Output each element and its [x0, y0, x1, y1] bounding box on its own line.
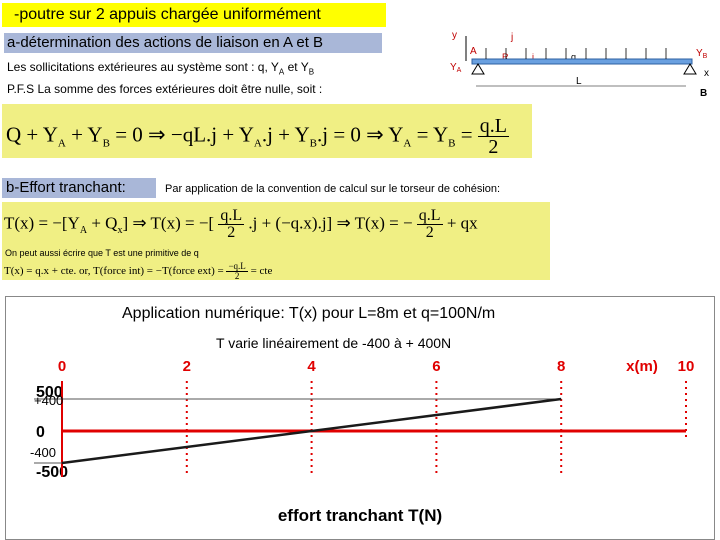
x-tick-label: 8 — [557, 358, 565, 375]
x-tick-label: 6 — [432, 358, 440, 375]
section-a-heading: a-détermination des actions de liaison e… — [4, 33, 382, 53]
x-axis-label: x(m) — [626, 358, 658, 375]
sub-b: B — [308, 67, 315, 77]
support-a — [471, 63, 485, 75]
length-label: L — [576, 76, 582, 87]
page-title: -poutre sur 2 appuis chargée uniformémen… — [2, 3, 386, 27]
application-text: Application numérique: T(x) pour L=8m et… — [122, 305, 496, 322]
r-label: R — [502, 52, 509, 62]
q-label: q — [571, 52, 576, 62]
equilibrium-equation-box: Q + YA + YB = 0 ⇒ −qL.j + YA.j + YB.j = … — [2, 104, 532, 158]
equilibrium-equation: Q + YA + YB = 0 ⇒ −qL.j + YA.j + YB.j = … — [6, 115, 510, 158]
y-tick-label: 500 — [36, 384, 63, 401]
y-tick-label: -500 — [36, 464, 68, 481]
sub-a: A — [278, 67, 285, 77]
point-a-label: A — [470, 46, 477, 57]
beam-diagram: y A j R i q YA YB B x L — [450, 30, 709, 99]
primitive-note: On peut aussi écrire que T est une primi… — [5, 248, 199, 258]
x-tick-label: 10 — [678, 358, 695, 375]
shear-force-chart: Application numérique: T(x) pour L=8m et… — [5, 296, 715, 540]
y-tick-label: 0 — [36, 424, 45, 441]
pfs-text: P.F.S La somme des forces extérieures do… — [7, 82, 323, 96]
distributed-load-arrows — [485, 48, 667, 59]
variation-text: T varie linéairement de -400 à + 400N — [216, 335, 452, 351]
x-tick-label: 2 — [183, 358, 191, 375]
y-label: y — [452, 30, 457, 41]
beam — [471, 58, 693, 65]
convention-text: Par application de la convention de calc… — [165, 183, 501, 195]
annotation-plus-400: +400 — [34, 393, 63, 408]
sollicitations-label: Les sollicitations extérieures au systèm… — [7, 60, 279, 74]
support-b — [683, 63, 697, 75]
point-b-label: B — [700, 88, 707, 99]
primitive-equation: T(x) = q.x + cte. or, T(force int) = −T(… — [4, 261, 273, 281]
annotation-minus-400: -400 — [30, 445, 56, 460]
x-tick-label: 4 — [307, 358, 316, 375]
sollicitations-text: Les sollicitations extérieures au systèm… — [7, 60, 314, 76]
chart-title: effort tranchant T(N) — [278, 506, 442, 525]
i-label: i — [532, 52, 534, 62]
j-label: j — [510, 32, 513, 43]
shear-equation: T(x) = −[YA + Qx] ⇒ T(x) = −[ q.L 2 .j + … — [4, 207, 478, 241]
shear-equation-box: T(x) = −[YA + Qx] ⇒ T(x) = −[ q.L 2 .j + … — [2, 202, 550, 281]
section-b-heading: b-Effort tranchant: — [2, 178, 156, 198]
ya-label: YA — [450, 62, 462, 74]
sollicitations-mid: et Y — [284, 60, 309, 74]
yb-label: YB — [696, 48, 708, 60]
x-tick-label: 0 — [58, 358, 66, 375]
x-label: x — [704, 68, 709, 79]
chart-plot: 500 0 -500 0 2 4 6 8 10 x(m) +400 -400 effort tranch… — [30, 358, 695, 525]
shear-force-line — [61, 397, 562, 465]
